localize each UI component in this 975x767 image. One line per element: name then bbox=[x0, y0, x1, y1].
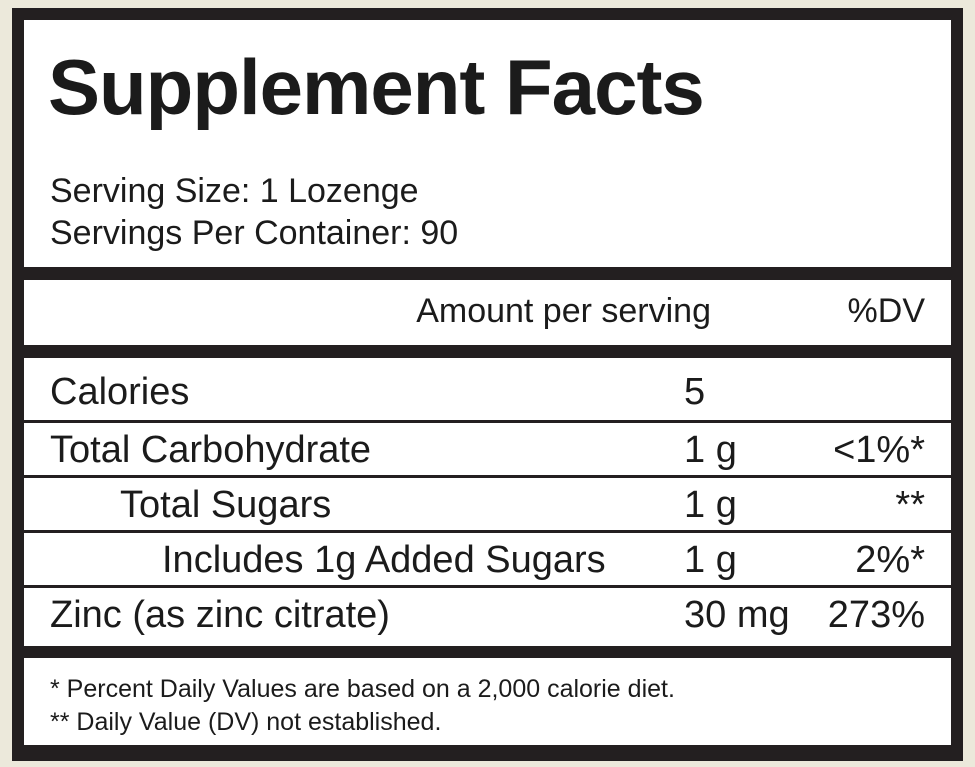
nutrient-amount: 5 bbox=[684, 371, 706, 413]
nutrient-name: Includes 1g Added Sugars bbox=[162, 539, 606, 581]
nutrient-name: Total Sugars bbox=[120, 484, 332, 526]
nutrient-row-added-sugars: Includes 1g Added Sugars 1 g 2%* bbox=[24, 530, 951, 585]
nutrient-row-calories: Calories 5 bbox=[24, 365, 951, 420]
servings-per-container: Servings Per Container: 90 bbox=[50, 214, 459, 252]
dv-column-header: %DV bbox=[847, 292, 925, 330]
nutrient-amount: 1 g bbox=[684, 429, 737, 471]
serving-size: Serving Size: 1 Lozenge bbox=[50, 172, 419, 210]
nutrient-name: Zinc (as zinc citrate) bbox=[50, 594, 390, 636]
column-headers: Amount per serving %DV bbox=[24, 280, 951, 345]
nutrient-row-total-carbohydrate: Total Carbohydrate 1 g <1%* bbox=[24, 420, 951, 475]
footnotes: * Percent Daily Values are based on a 2,… bbox=[24, 658, 951, 745]
nutrient-name: Calories bbox=[50, 371, 190, 413]
nutrient-dv: 273% bbox=[827, 594, 925, 636]
nutrient-dv: ** bbox=[895, 484, 925, 526]
label-title: Supplement Facts bbox=[48, 43, 705, 131]
nutrient-table: Calories 5 Total Carbohydrate 1 g <1%* T… bbox=[24, 358, 951, 646]
nutrient-dv: 2%* bbox=[855, 539, 925, 581]
nutrient-amount: 1 g bbox=[684, 484, 737, 526]
amount-column-header: Amount per serving bbox=[416, 292, 711, 330]
nutrient-row-zinc: Zinc (as zinc citrate) 30 mg 273% bbox=[24, 585, 951, 640]
nutrient-amount: 30 mg bbox=[684, 594, 790, 636]
nutrient-amount: 1 g bbox=[684, 539, 737, 581]
serving-info: Serving Size: 1 Lozenge Servings Per Con… bbox=[50, 170, 458, 254]
footnote-not-established: ** Daily Value (DV) not established. bbox=[50, 708, 442, 736]
nutrient-dv: <1%* bbox=[833, 429, 925, 471]
supplement-facts-label: Supplement Facts Serving Size: 1 Lozenge… bbox=[12, 8, 963, 761]
nutrient-row-total-sugars: Total Sugars 1 g ** bbox=[24, 475, 951, 530]
nutrient-name: Total Carbohydrate bbox=[50, 429, 372, 471]
label-header: Supplement Facts Serving Size: 1 Lozenge… bbox=[24, 20, 951, 267]
footnote-daily-values: * Percent Daily Values are based on a 2,… bbox=[50, 675, 675, 703]
